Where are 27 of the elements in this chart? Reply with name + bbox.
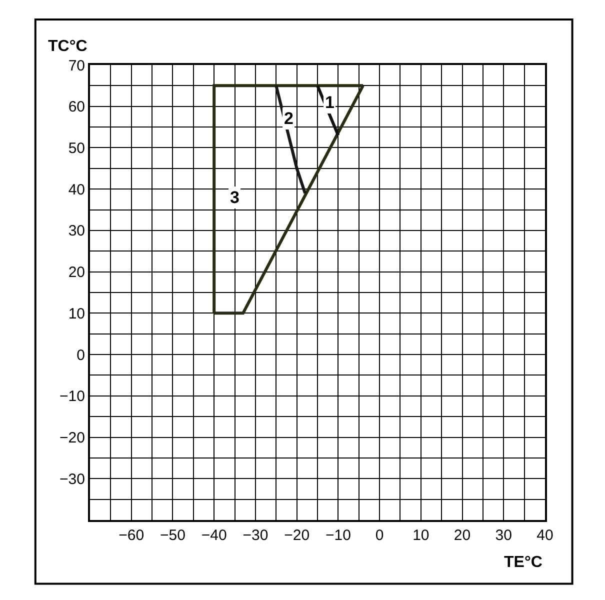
x-tick-label: 40	[536, 527, 554, 544]
y-tick-label: 30	[68, 222, 85, 240]
x-tick-label: 30	[495, 527, 512, 544]
x-tick-label: −50	[160, 527, 186, 544]
y-tick-label: 40	[68, 181, 85, 198]
x-tick-label: −60	[118, 527, 144, 544]
y-tick-label: −10	[60, 388, 85, 406]
x-tick-label: 0	[375, 527, 384, 544]
x-tick-label: 10	[412, 527, 430, 544]
x-tick-label: 20	[454, 527, 471, 544]
y-tick-label: 20	[68, 264, 85, 282]
x-tick-label: −40	[201, 527, 227, 544]
y-tick-label: −30	[60, 470, 85, 488]
annotation: 1	[325, 93, 334, 112]
x-tick-label: −20	[284, 527, 310, 544]
x-tick-label: −10	[325, 527, 351, 544]
y-tick-label: 50	[68, 140, 85, 157]
y-tick-label: −20	[60, 430, 85, 447]
y-tick-label: 60	[68, 98, 85, 116]
y-axis-title: TC°C	[48, 38, 88, 55]
x-axis-title: TE°C	[504, 554, 543, 571]
y-tick-label: 0	[76, 346, 85, 364]
y-tick-label: 10	[68, 305, 85, 322]
x-tick-label: −30	[242, 527, 268, 544]
y-tick-label: 70	[68, 57, 85, 74]
annotation: 2	[284, 109, 294, 128]
annotation: 3	[230, 188, 240, 207]
